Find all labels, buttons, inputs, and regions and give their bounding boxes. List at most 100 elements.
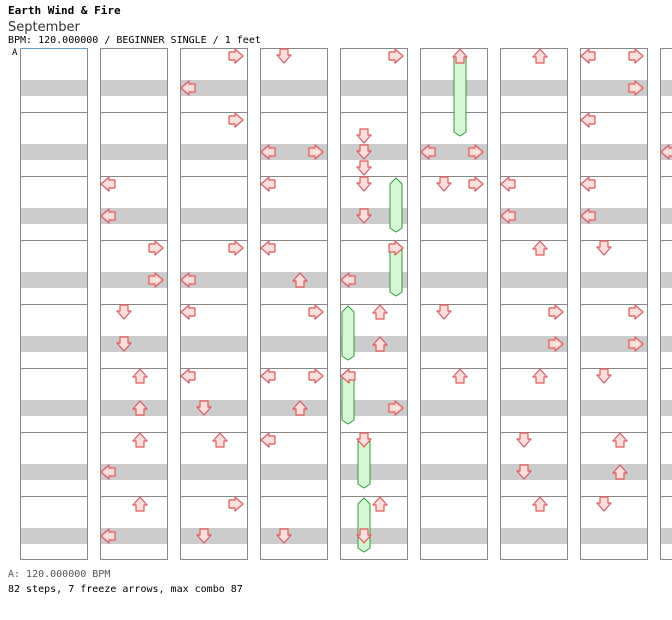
chart-column (180, 48, 248, 560)
step-arrow-right (628, 304, 644, 320)
beat-stripe (20, 272, 88, 288)
step-arrow-right (148, 272, 164, 288)
step-arrow-down (116, 304, 132, 320)
beat-stripe (100, 528, 168, 544)
step-arrow-down (276, 528, 292, 544)
step-arrow-left (180, 80, 196, 96)
beat-stripe (420, 464, 488, 480)
step-arrow-up (132, 432, 148, 448)
beat-stripe (260, 80, 328, 96)
step-arrow-down (196, 528, 212, 544)
beat-stripe (340, 144, 408, 160)
beat-stripe (500, 80, 568, 96)
step-arrow-right (468, 176, 484, 192)
step-arrow-right (388, 48, 404, 64)
beat-stripe (660, 80, 672, 96)
beat-stripe (500, 528, 568, 544)
step-arrow-left (420, 144, 436, 160)
beat-stripe (20, 528, 88, 544)
step-arrow-right (628, 80, 644, 96)
bpm-legend: A: 120.000000 BPM (8, 569, 111, 580)
chart-column (420, 48, 488, 560)
column-border (260, 48, 328, 560)
step-arrow-left (100, 176, 116, 192)
beat-stripe (500, 400, 568, 416)
beat-stripe (500, 272, 568, 288)
step-arrow-left (500, 208, 516, 224)
beat-stripe (100, 80, 168, 96)
chart-summary: 82 steps, 7 freeze arrows, max combo 87 (8, 584, 243, 595)
chart-column (260, 48, 328, 560)
step-arrow-down (596, 368, 612, 384)
column-border (500, 48, 568, 560)
step-arrow-right (228, 48, 244, 64)
step-arrow-left (580, 48, 596, 64)
step-arrow-down (436, 304, 452, 320)
step-arrow-right (228, 112, 244, 128)
chart-column (580, 48, 648, 560)
step-arrow-left (260, 176, 276, 192)
beat-stripe (500, 464, 568, 480)
step-arrow-left (340, 272, 356, 288)
beat-stripe (100, 464, 168, 480)
beat-stripe (660, 528, 672, 544)
beat-stripe (180, 272, 248, 288)
chart-columns (20, 48, 672, 560)
beat-stripe (180, 336, 248, 352)
beat-stripe (260, 464, 328, 480)
step-arrow-down (356, 528, 372, 544)
beat-stripe (180, 80, 248, 96)
beat-stripe (660, 464, 672, 480)
step-arrow-left (260, 240, 276, 256)
step-arrow-down (516, 464, 532, 480)
step-arrow-down (516, 432, 532, 448)
step-arrow-right (468, 144, 484, 160)
freeze-arrow (389, 177, 403, 233)
song-title: September (8, 20, 80, 35)
chart-column (660, 48, 672, 560)
step-arrow-down (196, 400, 212, 416)
step-arrow-right (388, 400, 404, 416)
step-arrow-up (372, 336, 388, 352)
step-arrow-right (228, 240, 244, 256)
step-arrow-up (372, 304, 388, 320)
step-arrow-up (612, 464, 628, 480)
step-arrow-left (580, 112, 596, 128)
step-arrow-up (452, 48, 468, 64)
step-arrow-down (596, 240, 612, 256)
beat-stripe (340, 464, 408, 480)
step-arrow-down (356, 176, 372, 192)
column-border (180, 48, 248, 560)
beat-stripe (660, 208, 672, 224)
beat-stripe (100, 336, 168, 352)
step-arrow-down (276, 48, 292, 64)
step-arrow-left (580, 176, 596, 192)
beat-stripe (260, 208, 328, 224)
step-arrow-up (532, 496, 548, 512)
beat-stripe (180, 400, 248, 416)
step-arrow-down (596, 496, 612, 512)
beat-stripe (180, 144, 248, 160)
beat-stripe (660, 400, 672, 416)
step-arrow-up (292, 400, 308, 416)
step-arrow-right (548, 304, 564, 320)
step-arrow-up (132, 400, 148, 416)
step-arrow-left (580, 208, 596, 224)
chart-meta: BPM: 120.000000 / BEGINNER SINGLE / 1 fe… (8, 35, 261, 46)
column-border (660, 48, 672, 560)
freeze-arrow (357, 497, 371, 553)
column-border (100, 48, 168, 560)
beat-stripe (500, 208, 568, 224)
beat-stripe (20, 336, 88, 352)
step-arrow-down (356, 160, 372, 176)
step-arrow-down (436, 176, 452, 192)
beat-stripe (180, 208, 248, 224)
beat-stripe (580, 528, 648, 544)
step-arrow-left (180, 368, 196, 384)
chart-column (100, 48, 168, 560)
step-arrow-left (100, 464, 116, 480)
beat-stripe (20, 400, 88, 416)
beat-stripe (180, 464, 248, 480)
beat-stripe (420, 528, 488, 544)
